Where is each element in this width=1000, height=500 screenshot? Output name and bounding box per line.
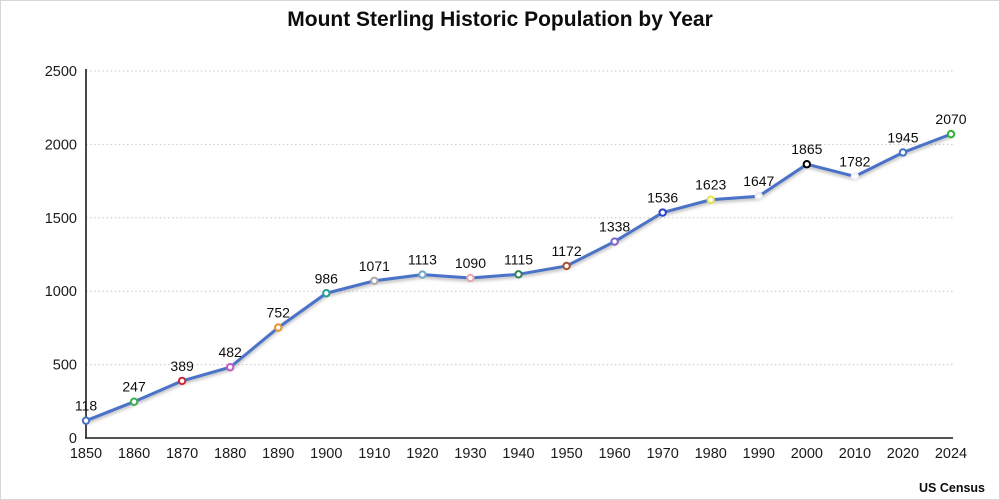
x-axis-tick-label: 1870 [166,446,198,462]
data-point-label: 1623 [695,177,726,193]
data-point-label: 986 [315,270,339,286]
data-point-label: 2070 [935,111,966,127]
x-axis-tick-label: 1950 [550,446,582,462]
x-axis-tick-label: 1860 [118,446,150,462]
data-point-marker [322,289,331,298]
data-point-marker [754,192,763,201]
x-axis-tick-label: 2024 [935,446,967,462]
x-axis-tick-label: 1880 [214,446,246,462]
data-point-marker [898,148,908,157]
y-axis-tick-label: 1500 [45,211,77,227]
data-point-marker [177,376,187,386]
data-point-label: 1115 [504,251,533,267]
data-point-label: 1090 [455,255,486,271]
x-axis-tick-label: 1890 [262,446,294,462]
data-point-marker [514,270,523,279]
data-point-label: 389 [170,358,194,374]
data-point-label: 1782 [839,153,870,169]
x-axis-tick-label: 1980 [695,446,727,462]
data-point-marker [129,397,139,406]
data-point-marker [562,261,571,271]
x-axis-tick-label: 1990 [743,446,775,462]
data-point-label: 1865 [791,141,822,157]
data-point-label: 1338 [599,219,630,235]
data-point-marker [802,160,812,169]
x-axis-tick-label: 2020 [887,446,919,462]
data-point-marker [225,363,235,372]
source-label: US Census [919,481,985,495]
x-axis-tick-label: 1960 [598,446,630,462]
data-point-label: 118 [75,398,98,414]
x-axis-tick-label: 1930 [454,446,486,462]
data-point-label: 1945 [887,129,918,145]
x-axis-tick-label: 1970 [647,446,679,462]
data-point-marker [81,416,91,425]
x-axis-tick-label: 1940 [502,446,534,462]
data-point-marker [658,208,667,217]
data-point-marker [850,172,860,181]
data-point-marker [418,270,427,279]
y-axis-tick-label: 2500 [45,64,77,80]
x-axis-tick-label: 1900 [310,446,342,462]
data-point-marker [274,323,283,332]
x-axis-tick-label: 1920 [406,446,438,462]
x-axis-tick-label: 1850 [70,446,102,462]
data-point-marker [466,273,475,283]
data-point-label: 1172 [552,243,582,259]
data-point-label: 247 [122,379,146,395]
data-point-label: 1113 [408,252,437,268]
chart-title: Mount Sterling Historic Population by Ye… [287,8,713,31]
data-point-marker [946,129,956,139]
y-axis-tick-label: 0 [69,431,77,447]
data-point-marker [610,237,619,246]
data-point-label: 1071 [359,258,390,274]
data-point-label: 752 [267,305,291,321]
y-axis-tick-label: 2000 [45,137,77,153]
data-point-label: 1536 [647,190,678,206]
y-axis-tick-label: 1000 [45,284,77,300]
x-axis-tick-label: 2010 [839,446,871,462]
data-point-marker [706,195,715,204]
y-axis-tick-label: 500 [53,358,77,374]
data-point-label: 482 [218,344,242,360]
x-axis-tick-label: 1910 [358,446,390,462]
x-axis-tick-label: 2000 [791,446,823,462]
data-point-marker [370,276,379,285]
data-point-label: 1647 [743,173,774,189]
